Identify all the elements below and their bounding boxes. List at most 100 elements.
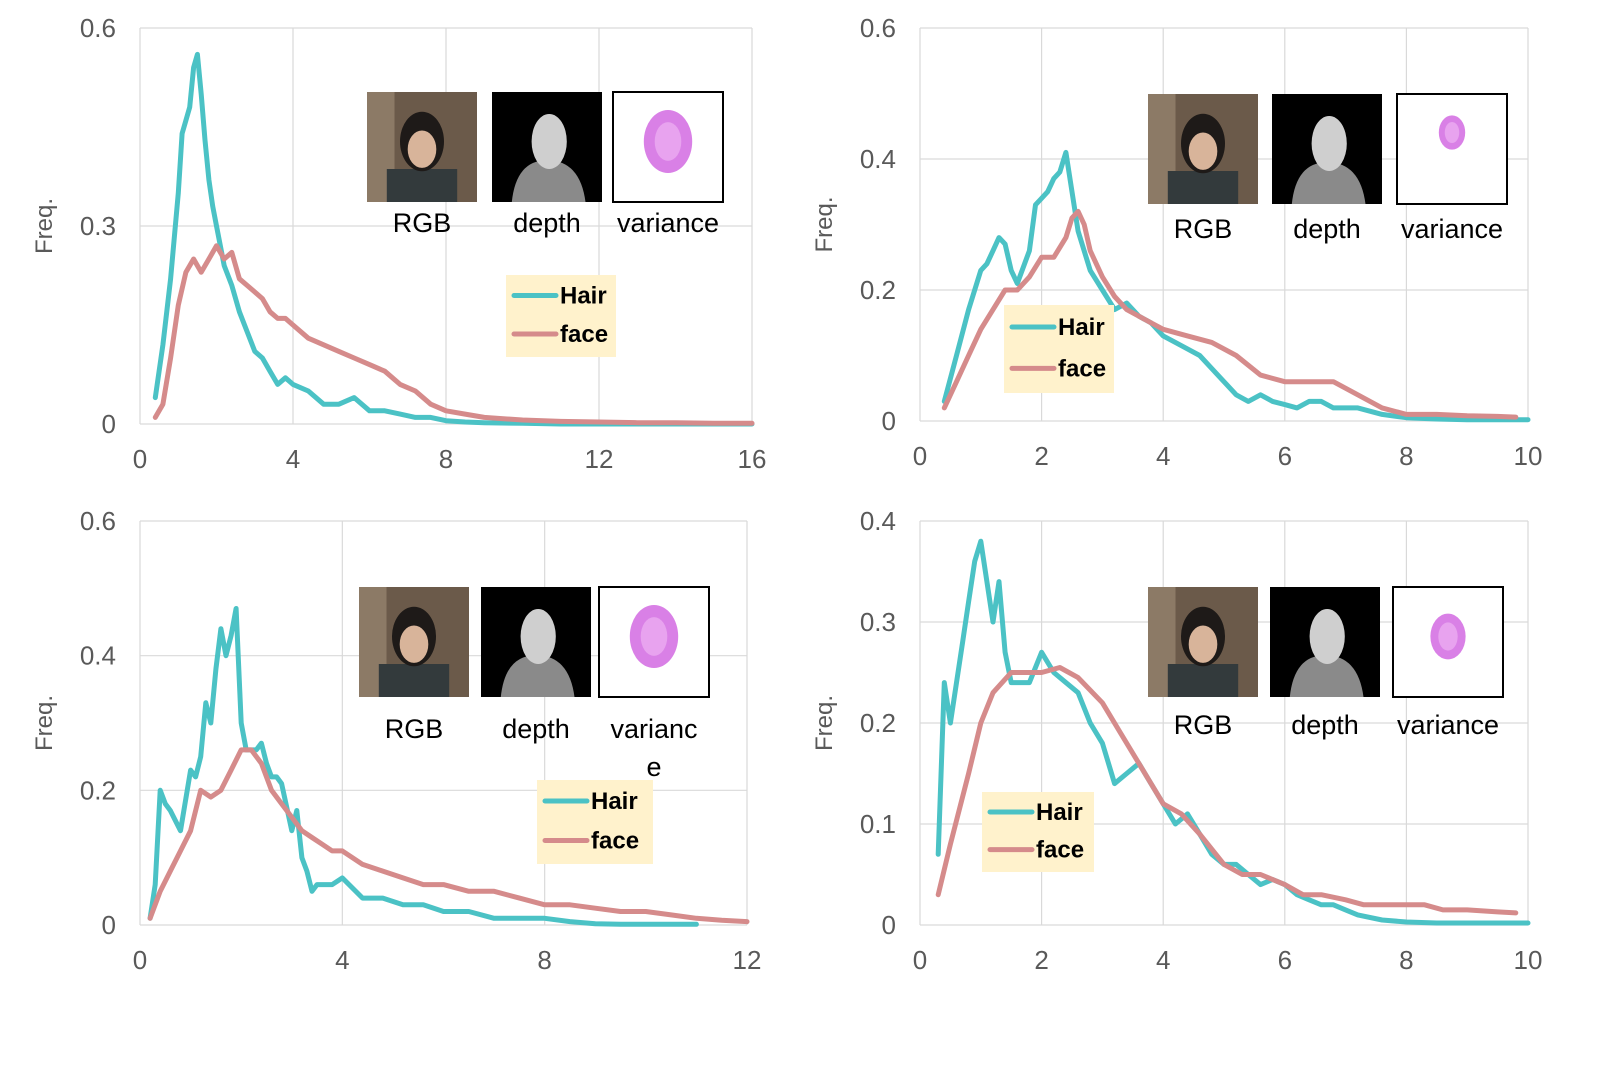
depth-head xyxy=(1311,116,1347,171)
legend-label-face: face xyxy=(1036,837,1084,864)
x-tick-label: 8 xyxy=(1399,945,1413,975)
y-tick-label: 0.1 xyxy=(860,809,896,839)
y-tick-label: 0.2 xyxy=(80,775,116,805)
thumbnail-label: variance xyxy=(617,208,719,238)
thumbnail-variance xyxy=(612,91,724,203)
photo-face xyxy=(1188,132,1218,170)
thumbnail-label: depth xyxy=(502,714,570,744)
chart-panel-1: 0 0.3 0.6 0 4 8 12 16 Freq. RGB depth variance Hair f… xyxy=(31,13,766,474)
variance-face-shape xyxy=(1444,121,1460,144)
thumbnail-label: variance xyxy=(1401,214,1503,244)
series-line-face xyxy=(935,665,1519,916)
series-line-face xyxy=(147,747,750,925)
x-tick-label: 0 xyxy=(913,945,927,975)
y-tick-label: 0.4 xyxy=(860,506,896,536)
legend-background xyxy=(506,275,616,357)
depth-torso xyxy=(1291,162,1366,204)
legend-label-hair: Hair xyxy=(1058,314,1105,341)
photo-torso xyxy=(1167,664,1239,697)
legend-label-face: face xyxy=(560,321,608,348)
thumbnail-label: e xyxy=(646,752,661,782)
y-tick-label: 0.2 xyxy=(860,708,896,738)
series-line-face xyxy=(152,243,755,426)
variance-face-shape xyxy=(640,617,668,656)
y-tick-label: 0 xyxy=(882,406,896,436)
thumbnail-variance xyxy=(1392,586,1504,698)
thumbnail-depth xyxy=(481,587,591,697)
photo-torso xyxy=(378,664,450,697)
x-tick-label: 4 xyxy=(1156,441,1170,471)
thumbnail-label: depth xyxy=(1293,214,1361,244)
thumbnail-depth xyxy=(1270,587,1380,697)
x-tick-label: 2 xyxy=(1034,945,1048,975)
depth-torso xyxy=(1289,655,1364,697)
chart-panel-4: 0 0.1 0.2 0.3 0.4 0 2 4 6 8 10 Freq. RGB depth varianc… xyxy=(811,506,1542,975)
series-line-hair xyxy=(152,51,755,427)
thumbnail-depth xyxy=(492,92,602,202)
thumbnail-label: RGB xyxy=(1174,710,1233,740)
x-tick-label: 4 xyxy=(1156,945,1170,975)
thumbnail-rgb xyxy=(359,587,469,697)
x-tick-label: 6 xyxy=(1278,945,1292,975)
y-axis-title: Freq. xyxy=(31,198,58,254)
thumbnail-label: depth xyxy=(1291,710,1359,740)
photo-face xyxy=(1188,625,1218,663)
legend-label-face: face xyxy=(1058,355,1106,382)
photo-torso xyxy=(1167,171,1239,204)
y-tick-label: 0.3 xyxy=(860,607,896,637)
y-tick-label: 0.2 xyxy=(860,275,896,305)
legend-label-face: face xyxy=(591,827,639,854)
thumbnail-label: depth xyxy=(513,208,581,238)
x-tick-label: 8 xyxy=(1399,441,1413,471)
x-tick-label: 8 xyxy=(537,945,551,975)
thumbnail-rgb xyxy=(1148,587,1258,697)
legend: Hair face xyxy=(537,780,653,864)
y-tick-label: 0.4 xyxy=(860,144,896,174)
legend-background xyxy=(982,792,1094,872)
x-tick-label: 10 xyxy=(1514,441,1543,471)
depth-torso xyxy=(500,655,575,697)
y-axis-title: Freq. xyxy=(811,695,838,751)
x-tick-label: 0 xyxy=(913,441,927,471)
y-tick-label: 0.6 xyxy=(80,13,116,43)
variance-face-shape xyxy=(654,122,682,161)
thumbnail-label: varianc xyxy=(610,714,697,744)
legend: Hair face xyxy=(1004,305,1114,393)
legend-label-hair: Hair xyxy=(591,788,638,815)
legend-background xyxy=(537,780,653,864)
y-tick-label: 0.6 xyxy=(80,506,116,536)
x-tick-label: 2 xyxy=(1034,441,1048,471)
thumbnail-label: variance xyxy=(1397,710,1499,740)
y-tick-label: 0.3 xyxy=(80,211,116,241)
thumbnail-rgb xyxy=(1148,94,1258,204)
depth-torso xyxy=(511,160,586,202)
y-axis-title: Freq. xyxy=(31,695,58,751)
variance-face-shape xyxy=(1438,622,1458,651)
x-tick-label: 4 xyxy=(335,945,349,975)
x-tick-label: 10 xyxy=(1514,945,1543,975)
y-tick-label: 0.4 xyxy=(80,641,116,671)
legend-label-hair: Hair xyxy=(1036,799,1083,826)
depth-head xyxy=(520,609,556,664)
y-tick-label: 0 xyxy=(882,910,896,940)
x-tick-label: 16 xyxy=(738,444,767,474)
y-tick-label: 0 xyxy=(102,409,116,439)
legend-background xyxy=(1004,305,1114,393)
legend: Hair face xyxy=(506,275,616,357)
y-axis-title: Freq. xyxy=(811,196,838,252)
y-tick-label: 0 xyxy=(102,910,116,940)
series-line-face xyxy=(941,208,1519,420)
chart-panel-2: 0 0.2 0.4 0.6 0 2 4 6 8 10 Freq. RGB depth variance Ha… xyxy=(811,13,1542,471)
thumbnail-variance xyxy=(1396,93,1508,205)
x-tick-label: 0 xyxy=(133,945,147,975)
x-tick-label: 6 xyxy=(1278,441,1292,471)
x-tick-label: 12 xyxy=(585,444,614,474)
photo-face xyxy=(399,625,429,663)
photo-face xyxy=(407,130,437,168)
photo-torso xyxy=(386,169,458,202)
x-tick-label: 8 xyxy=(439,444,453,474)
thumbnail-label: RGB xyxy=(385,714,444,744)
x-tick-label: 12 xyxy=(733,945,762,975)
